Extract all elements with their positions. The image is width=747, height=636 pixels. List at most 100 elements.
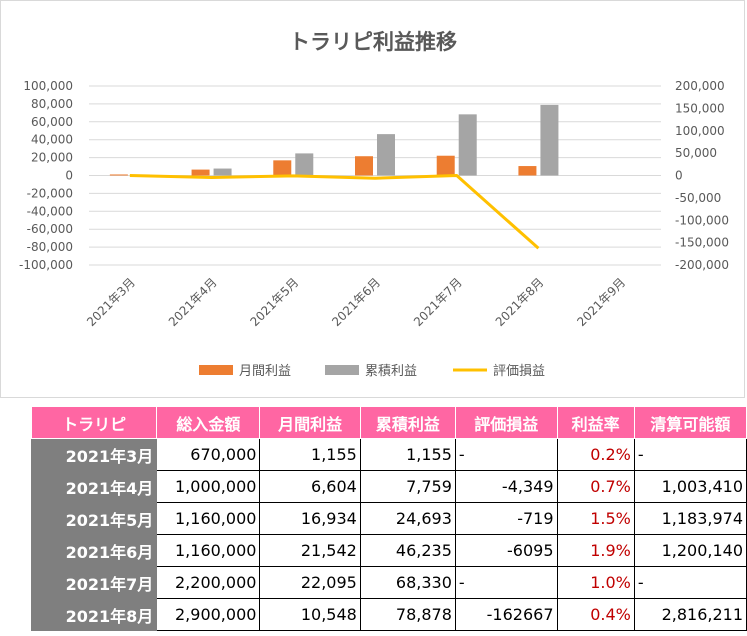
legend-swatch (199, 365, 233, 375)
combo-chart: トラリピ利益推移 100,000 80,000 60,000 40,000 20,000… (19, 30, 729, 379)
cell-monthly: 6,604 (259, 470, 361, 503)
line-series (129, 174, 540, 250)
column-header: 清算可能額 (633, 406, 747, 439)
cell-rate: 1.9% (556, 534, 635, 567)
table-row: 2021年3月 670,000 1,155 1,155-0.2% - (30, 438, 747, 471)
cell-unrealized: - (454, 566, 558, 599)
cell-unrealized: -6095 (454, 534, 558, 567)
cell-month: 2021年4月 (30, 470, 158, 503)
right-tick-label: 150,000 (675, 101, 725, 115)
right-tick-label: -200,000 (675, 258, 729, 272)
cell-month: 2021年6月 (30, 534, 158, 567)
line-unrealized (129, 174, 540, 250)
left-axis-ticks: 100,000 80,000 60,000 40,000 20,000 0 -20,000 -… (19, 79, 73, 272)
left-tick-label: 40,000 (31, 133, 73, 147)
table-row: 2021年8月 2,900,000 10,548 78,878 -162667 0.4% 2… (30, 598, 747, 631)
right-axis-ticks: 200,000 150,000 100,000 50,000 0 -50,000 -100,… (675, 79, 729, 272)
cell-month: 2021年3月 (30, 438, 158, 471)
bar-series (109, 104, 559, 176)
cell-month: 2021年8月 (30, 598, 158, 631)
left-tick-label: 100,000 (23, 79, 73, 93)
column-header: 月間利益 (259, 406, 361, 439)
cell-cumulative: 7,759 (359, 470, 456, 503)
cell-rate: 0.2% (556, 438, 635, 471)
bar-cumulative (458, 114, 477, 176)
left-tick-label: -60,000 (27, 222, 73, 236)
category-labels: 2021年3月 2021年4月 2021年5月 2021年6月 2021年7月 2021年… (84, 275, 628, 329)
right-tick-label: -50,000 (675, 191, 721, 205)
cell-monthly: 16,934 (259, 502, 361, 535)
cell-cumulative: 1,155 (359, 438, 456, 471)
legend: 月間利益 累積利益 評価損益 (199, 364, 545, 379)
cell-cumulative: 68,330 (359, 566, 456, 599)
category-label: 2021年6月 (329, 275, 383, 329)
left-tick-label: 60,000 (31, 115, 73, 129)
bar-monthly (191, 169, 210, 176)
category-label: 2021年4月 (166, 275, 220, 329)
cell-unrealized: - (454, 438, 558, 471)
cell-deposit: 670,000 (156, 438, 261, 471)
cell-rate: 1.5% (556, 502, 635, 535)
column-header: 評価損益 (454, 406, 558, 439)
right-tick-label: -150,000 (675, 236, 729, 250)
left-tick-label: 20,000 (31, 151, 73, 165)
column-header: トラリピ (30, 406, 158, 439)
column-header: 累積利益 (359, 406, 456, 439)
left-tick-label: -20,000 (27, 186, 73, 200)
column-header: 総入金額 (156, 406, 261, 439)
bar-monthly (436, 155, 455, 176)
right-tick-label: 200,000 (675, 79, 725, 93)
cell-deposit: 1,160,000 (156, 502, 261, 535)
cell-month: 2021年5月 (30, 502, 158, 535)
left-tick-label: 80,000 (31, 97, 73, 111)
left-tick-label: -80,000 (27, 240, 73, 254)
bar-monthly (273, 160, 292, 176)
cell-monthly: 21,542 (259, 534, 361, 567)
right-tick-label: 100,000 (675, 124, 725, 138)
cell-liquidation: - (633, 566, 747, 599)
chart-title: トラリピ利益推移 (289, 30, 457, 54)
bar-cumulative (295, 153, 314, 176)
table-row: 2021年7月 2,200,000 22,095 68,330-1.0% - (30, 566, 747, 599)
cell-unrealized: -719 (454, 502, 558, 535)
column-header: 利益率 (556, 406, 635, 439)
bar-monthly (518, 166, 537, 176)
cell-unrealized: -162667 (454, 598, 558, 631)
cell-deposit: 2,200,000 (156, 566, 261, 599)
category-label: 2021年5月 (248, 275, 302, 329)
table-row: 2021年6月 1,160,000 21,542 46,235 -6095 1.9% 1,2… (30, 534, 747, 567)
category-label: 2021年8月 (493, 275, 547, 329)
category-label: 2021年9月 (574, 275, 628, 329)
table-row: 2021年4月 1,000,000 6,604 7,759 -4,349 0.7% 1,00… (30, 470, 747, 503)
cell-month: 2021年7月 (30, 566, 158, 599)
cell-cumulative: 24,693 (359, 502, 456, 535)
profit-table: トラリピ 総入金額 月間利益 累積利益 評価損益 利益率 清算可能額 2021年3月 670,… (30, 406, 747, 631)
cell-monthly: 1,155 (259, 438, 361, 471)
cell-liquidation: 1,003,410 (633, 470, 747, 503)
category-label: 2021年7月 (411, 275, 465, 329)
left-tick-label: 0 (65, 169, 73, 183)
cell-cumulative: 78,878 (359, 598, 456, 631)
cell-cumulative: 46,235 (359, 534, 456, 567)
cell-deposit: 1,160,000 (156, 534, 261, 567)
bar-monthly (355, 156, 373, 176)
category-label: 2021年3月 (84, 275, 138, 329)
bar-cumulative (377, 134, 395, 176)
bar-monthly (109, 174, 128, 176)
table-row: 2021年5月 1,160,000 16,934 24,693 -719 1.5% 1,18… (30, 502, 747, 535)
cell-rate: 0.4% (556, 598, 635, 631)
cell-liquidation: - (633, 438, 747, 471)
left-tick-label: -100,000 (19, 258, 73, 272)
right-tick-label: 0 (675, 169, 683, 183)
bar-cumulative (540, 104, 559, 176)
table-body: 2021年3月 670,000 1,155 1,155-0.2% -2021年4月 1,0… (30, 438, 747, 631)
cell-monthly: 10,548 (259, 598, 361, 631)
bar-cumulative (213, 168, 232, 176)
cell-liquidation: 2,816,211 (633, 598, 747, 631)
left-tick-label: -40,000 (27, 204, 73, 218)
cell-monthly: 22,095 (259, 566, 361, 599)
cell-liquidation: 1,183,974 (633, 502, 747, 535)
right-tick-label: -100,000 (675, 213, 729, 227)
cell-rate: 1.0% (556, 566, 635, 599)
legend-label: 累積利益 (365, 364, 417, 379)
